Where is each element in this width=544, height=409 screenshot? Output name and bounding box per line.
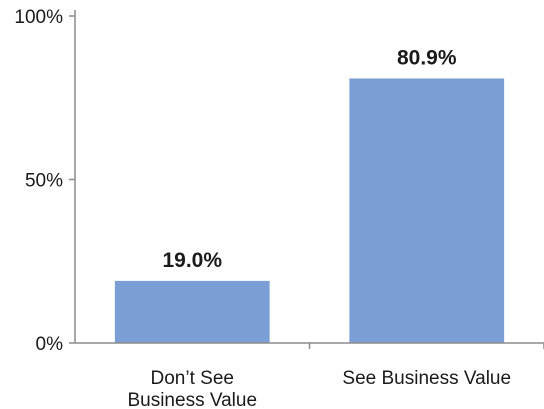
x-axis: Don’t See Business Value See Business Valu… (75, 343, 544, 409)
category-label: See Business Value (342, 368, 511, 389)
bars: 19.0% 80.9% (115, 46, 504, 343)
category-label-line: See Business Value (342, 368, 511, 389)
y-axis: 0% 50% 100% (14, 7, 75, 355)
bar-value-label: 19.0% (162, 249, 222, 272)
bar-value-label: 80.9% (397, 46, 457, 69)
category-label: Don’t See Business Value (127, 368, 257, 409)
y-tick-label: 100% (14, 7, 63, 28)
bar (115, 281, 270, 343)
y-tick-label: 50% (25, 171, 63, 192)
category-label-line: Don’t See (151, 368, 234, 389)
bar (349, 78, 504, 343)
category-label-line: Business Value (127, 390, 257, 409)
y-tick-label: 0% (36, 334, 64, 355)
